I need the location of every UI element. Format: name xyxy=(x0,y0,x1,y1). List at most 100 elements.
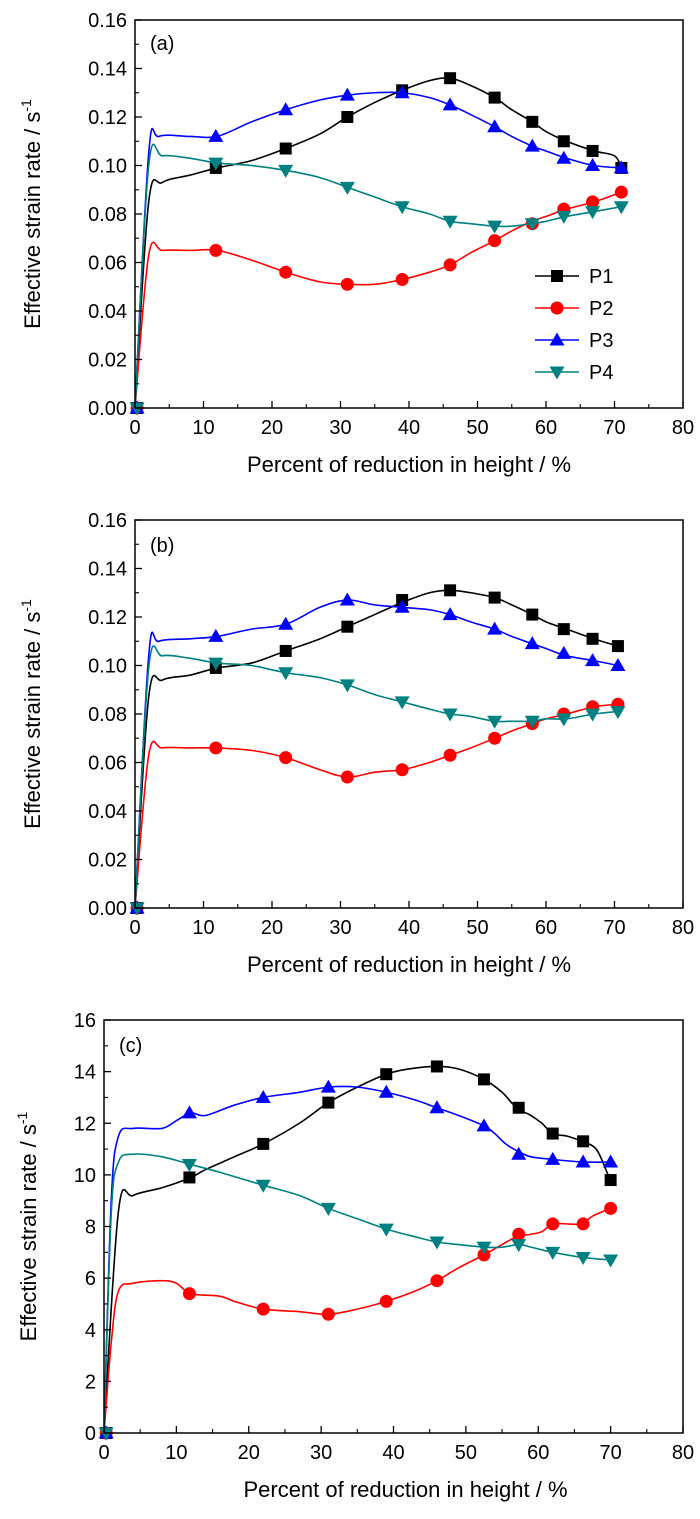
data-point-p1-7 xyxy=(526,115,539,128)
legend-item-p4: P4 xyxy=(535,362,613,384)
data-point-p4-9 xyxy=(585,206,601,220)
y-tick-label: 14 xyxy=(74,1062,96,1084)
data-point-p1-7 xyxy=(526,608,539,621)
data-point-p4-0 xyxy=(129,402,145,416)
y-tick-label: 12 xyxy=(74,1113,96,1135)
data-point-p4-6 xyxy=(476,1241,492,1255)
y-tick-label: 0 xyxy=(85,1423,96,1445)
data-point-p3-4 xyxy=(394,85,410,99)
data-point-p2-3 xyxy=(340,770,354,784)
series-p2 xyxy=(130,697,625,915)
series-line-p2 xyxy=(104,1207,611,1433)
data-point-p4-1 xyxy=(208,657,224,671)
data-point-p4-10 xyxy=(603,1254,619,1268)
data-point-p1-4 xyxy=(380,1068,393,1081)
data-point-p4-8 xyxy=(545,1246,561,1260)
x-tick-label: 80 xyxy=(672,1442,694,1464)
plot-frame xyxy=(134,519,684,909)
data-point-p1-8 xyxy=(546,1127,559,1140)
data-point-p1-3 xyxy=(341,111,354,123)
data-point-p4-2 xyxy=(278,667,294,681)
x-tick-label: 40 xyxy=(382,1442,404,1464)
data-point-p2-4 xyxy=(379,1294,393,1308)
data-point-p3-2 xyxy=(255,1089,271,1103)
data-point-p2-9 xyxy=(586,195,600,209)
y-axis-title: Effective strain rate / s-1 xyxy=(14,1111,41,1341)
x-axis-title: Percent of reduction in height / % xyxy=(243,1477,567,1502)
data-point-p1-9 xyxy=(586,632,599,645)
data-point-p3-7 xyxy=(511,1146,527,1160)
legend-marker-p1 xyxy=(551,270,563,282)
data-point-p3-3 xyxy=(339,592,355,606)
x-tick-label: 30 xyxy=(329,417,351,439)
series-line-p4 xyxy=(135,143,622,408)
data-point-p3-7 xyxy=(524,636,540,650)
data-point-p4-7 xyxy=(524,218,540,232)
y-tick-label: 0.00 xyxy=(88,898,127,920)
data-point-p4-4 xyxy=(394,696,410,710)
data-point-p1-6 xyxy=(488,591,501,604)
data-point-p4-7 xyxy=(511,1239,527,1253)
y-tick-label: 0.00 xyxy=(88,398,127,420)
data-point-p4-3 xyxy=(339,679,355,693)
y-tick-label: 0.04 xyxy=(88,301,127,323)
data-point-p3-2 xyxy=(278,102,294,116)
data-point-p1-2 xyxy=(279,644,292,657)
data-point-p4-3 xyxy=(320,1202,336,1216)
data-point-p4-1 xyxy=(208,157,224,171)
data-point-p3-1 xyxy=(208,128,224,142)
y-tick-label: 0.02 xyxy=(88,850,127,872)
data-point-p1-9 xyxy=(577,1135,590,1148)
data-point-p3-7 xyxy=(524,138,540,152)
x-tick-label: 50 xyxy=(455,1442,477,1464)
data-point-p4-8 xyxy=(556,713,572,727)
data-point-p4-4 xyxy=(378,1223,394,1237)
data-point-p1-1 xyxy=(183,1171,196,1184)
data-point-p1-3 xyxy=(322,1096,335,1109)
legend-label: P1 xyxy=(589,266,613,288)
x-tick-label: 60 xyxy=(535,417,557,439)
data-point-p2-2 xyxy=(279,751,293,765)
data-point-p1-8 xyxy=(557,623,570,636)
series-p4 xyxy=(98,1153,619,1441)
data-point-p1-2 xyxy=(257,1137,270,1150)
y-tick-label: 8 xyxy=(85,1217,96,1239)
series-line-p3 xyxy=(135,599,619,908)
y-tick-label: 16 xyxy=(74,1010,96,1032)
chart-panel-1: 0 10 20 30 40 50 60 70 80 0.00 0.02 0.04 0.06 0.08 0.1… xyxy=(18,10,694,477)
x-tick-label: 60 xyxy=(527,1442,549,1464)
data-point-p3-4 xyxy=(394,599,410,613)
legend-item-p3: P3 xyxy=(535,330,613,352)
data-point-p1-5 xyxy=(444,584,457,597)
series-line-p1 xyxy=(104,1065,612,1433)
y-tick-label: 0.12 xyxy=(88,607,127,629)
data-point-p2-10 xyxy=(604,1201,618,1215)
data-point-p2-3 xyxy=(340,277,354,291)
series-p1 xyxy=(100,1060,617,1439)
data-point-p2-5 xyxy=(430,1274,444,1288)
x-tick-label: 0 xyxy=(129,917,140,939)
y-tick-label: 0.16 xyxy=(88,10,127,32)
data-point-p3-8 xyxy=(545,1151,561,1165)
y-tick-label: 0.10 xyxy=(88,156,127,178)
data-point-p2-4 xyxy=(395,272,409,286)
x-tick-label: 60 xyxy=(535,917,557,939)
data-point-p2-6 xyxy=(477,1248,491,1262)
series-p3 xyxy=(98,1079,619,1439)
data-point-p3-5 xyxy=(442,607,458,621)
x-tick-label: 50 xyxy=(466,917,488,939)
data-point-p4-8 xyxy=(556,210,572,224)
panel-label: (b) xyxy=(150,535,174,557)
data-point-p4-4 xyxy=(394,201,410,215)
x-tick-label: 40 xyxy=(398,417,420,439)
panel-label: (a) xyxy=(150,33,174,55)
series-p1 xyxy=(131,584,624,914)
data-point-p1-7 xyxy=(512,1101,525,1114)
data-point-p3-10 xyxy=(610,658,626,671)
data-point-p4-7 xyxy=(524,715,540,729)
x-axis-title: Percent of reduction in height / % xyxy=(247,952,571,977)
y-tick-label: 0.08 xyxy=(88,204,127,226)
y-tick-label: 10 xyxy=(74,1165,96,1187)
data-point-p2-2 xyxy=(256,1302,270,1316)
